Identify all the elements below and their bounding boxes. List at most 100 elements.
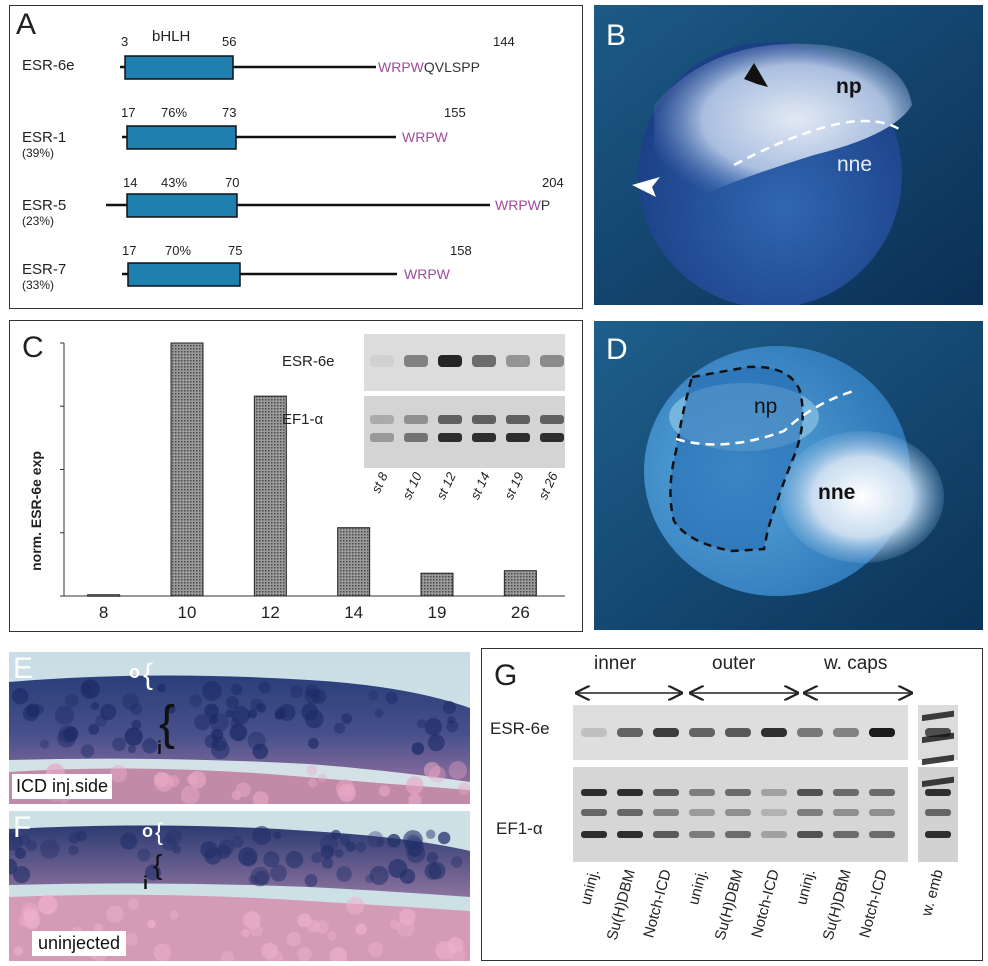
- stained-cell: [423, 761, 441, 779]
- blot-band-esr6e: [370, 355, 394, 367]
- stained-cell: [106, 905, 124, 923]
- band-ef1a: [653, 789, 679, 796]
- band-ef1a: [925, 789, 951, 796]
- stained-cell: [424, 718, 442, 736]
- stained-cell: [68, 832, 80, 844]
- stained-cell: [308, 738, 319, 749]
- blot-band-ef1a: [540, 433, 564, 442]
- stained-cell: [446, 720, 459, 733]
- lane-label: w. emb: [918, 868, 947, 919]
- nne-label: nne: [818, 481, 856, 504]
- stained-cell: [448, 761, 468, 780]
- stained-cell: [153, 943, 172, 961]
- stained-cell: [22, 911, 41, 929]
- blot-band-esr6e: [540, 355, 564, 367]
- stained-cell: [329, 947, 348, 961]
- band-esr6e: [653, 728, 679, 737]
- panel-e-section-photo: E o { { i ICD inj.side: [9, 652, 470, 804]
- bhlh-label: bHLH: [152, 28, 190, 45]
- panel-letter-d: D: [606, 333, 628, 366]
- bar-stage-8: [87, 594, 121, 597]
- stained-cell: [458, 782, 470, 795]
- blot-band-ef1a: [370, 433, 394, 442]
- lane-label: Notch-ICD: [856, 867, 891, 939]
- band-esr6e: [797, 728, 823, 737]
- domain-end: 70: [225, 175, 239, 190]
- stained-cell: [95, 714, 108, 727]
- stained-cell: [211, 740, 230, 760]
- stained-cell: [80, 744, 95, 758]
- stained-cell: [389, 919, 400, 930]
- stained-cell: [165, 829, 182, 846]
- stained-cell: [333, 722, 346, 734]
- stained-cell: [345, 841, 356, 852]
- bhlh-domain: [124, 55, 234, 80]
- x-tick-label: 8: [99, 603, 108, 622]
- blot-label-ef1a: EF1-α: [282, 411, 324, 428]
- bar-stage-19: [420, 572, 454, 597]
- nne-label: nne: [837, 153, 873, 176]
- wrpw-motif: WRPW: [404, 266, 451, 282]
- panel-letter-g: G: [494, 659, 518, 692]
- bar-stage-14: [337, 527, 371, 597]
- blot-band-esr6e: [472, 355, 496, 367]
- stained-cell: [286, 931, 302, 947]
- stained-cell: [334, 849, 344, 858]
- band-esr6e: [833, 728, 859, 737]
- domain-identity-pct: 70%: [165, 243, 191, 258]
- stained-cell: [341, 713, 353, 724]
- stained-cell: [365, 874, 374, 884]
- panel-g: G ESR-6e EF1-α inner outer w. caps uninj…: [481, 648, 983, 961]
- band-ef1a: [581, 831, 607, 838]
- band-esr6e: [761, 728, 787, 737]
- stained-cell: [369, 865, 389, 885]
- band-ef1a: [581, 809, 607, 816]
- stained-cell: [166, 704, 176, 714]
- stained-cell: [327, 931, 337, 941]
- bhlh-domain: [126, 125, 237, 150]
- stained-cell: [127, 898, 140, 910]
- stained-cell: [144, 864, 161, 881]
- band-ef1a: [797, 809, 823, 816]
- stained-cell: [274, 710, 284, 720]
- protein-name: ESR-5: [22, 197, 66, 214]
- stained-cell: [435, 940, 455, 961]
- stained-cell: [9, 832, 23, 851]
- blot-band-ef1a: [404, 433, 428, 442]
- stained-cell: [93, 923, 104, 933]
- band-ef1a: [761, 789, 787, 796]
- band-ef1a: [797, 789, 823, 796]
- row-label-ef1a: EF1-α: [496, 819, 543, 838]
- protein-name: ESR-1: [22, 129, 66, 146]
- band-ef1a: [761, 809, 787, 816]
- stained-cell: [301, 703, 319, 721]
- stained-cell: [273, 831, 282, 840]
- band-esr6e: [689, 728, 715, 737]
- stained-cell: [396, 918, 415, 937]
- stained-cell: [120, 832, 138, 850]
- stained-cell: [25, 916, 39, 930]
- panel-a: A ESR-6e bHLH 3 56 144 WRPWQVLSPP ESR-1 …: [9, 5, 583, 309]
- stained-cell: [297, 913, 312, 928]
- stained-cell: [112, 737, 126, 752]
- stained-cell: [202, 681, 222, 701]
- stained-cell: [258, 681, 271, 694]
- domain-identity-pct: 43%: [161, 175, 187, 190]
- band-ef1a: [922, 732, 954, 744]
- stained-cell: [18, 915, 30, 927]
- blot-lane-label: st 19: [501, 470, 527, 502]
- protein-length: 144: [493, 34, 515, 49]
- band-ef1a: [725, 809, 751, 816]
- stained-cell: [378, 785, 391, 797]
- blot-band-ef1a: [404, 415, 428, 424]
- blot-band-ef1a: [370, 415, 394, 424]
- stained-cell: [14, 847, 26, 859]
- band-ef1a: [617, 809, 643, 816]
- caption-uninjected: uninjected: [32, 931, 127, 956]
- rt-pcr-blot: [573, 649, 958, 862]
- band-esr6e: [581, 728, 607, 737]
- band-ef1a: [833, 831, 859, 838]
- stained-cell: [450, 856, 463, 868]
- stained-cell: [339, 835, 351, 846]
- band-ef1a: [581, 789, 607, 796]
